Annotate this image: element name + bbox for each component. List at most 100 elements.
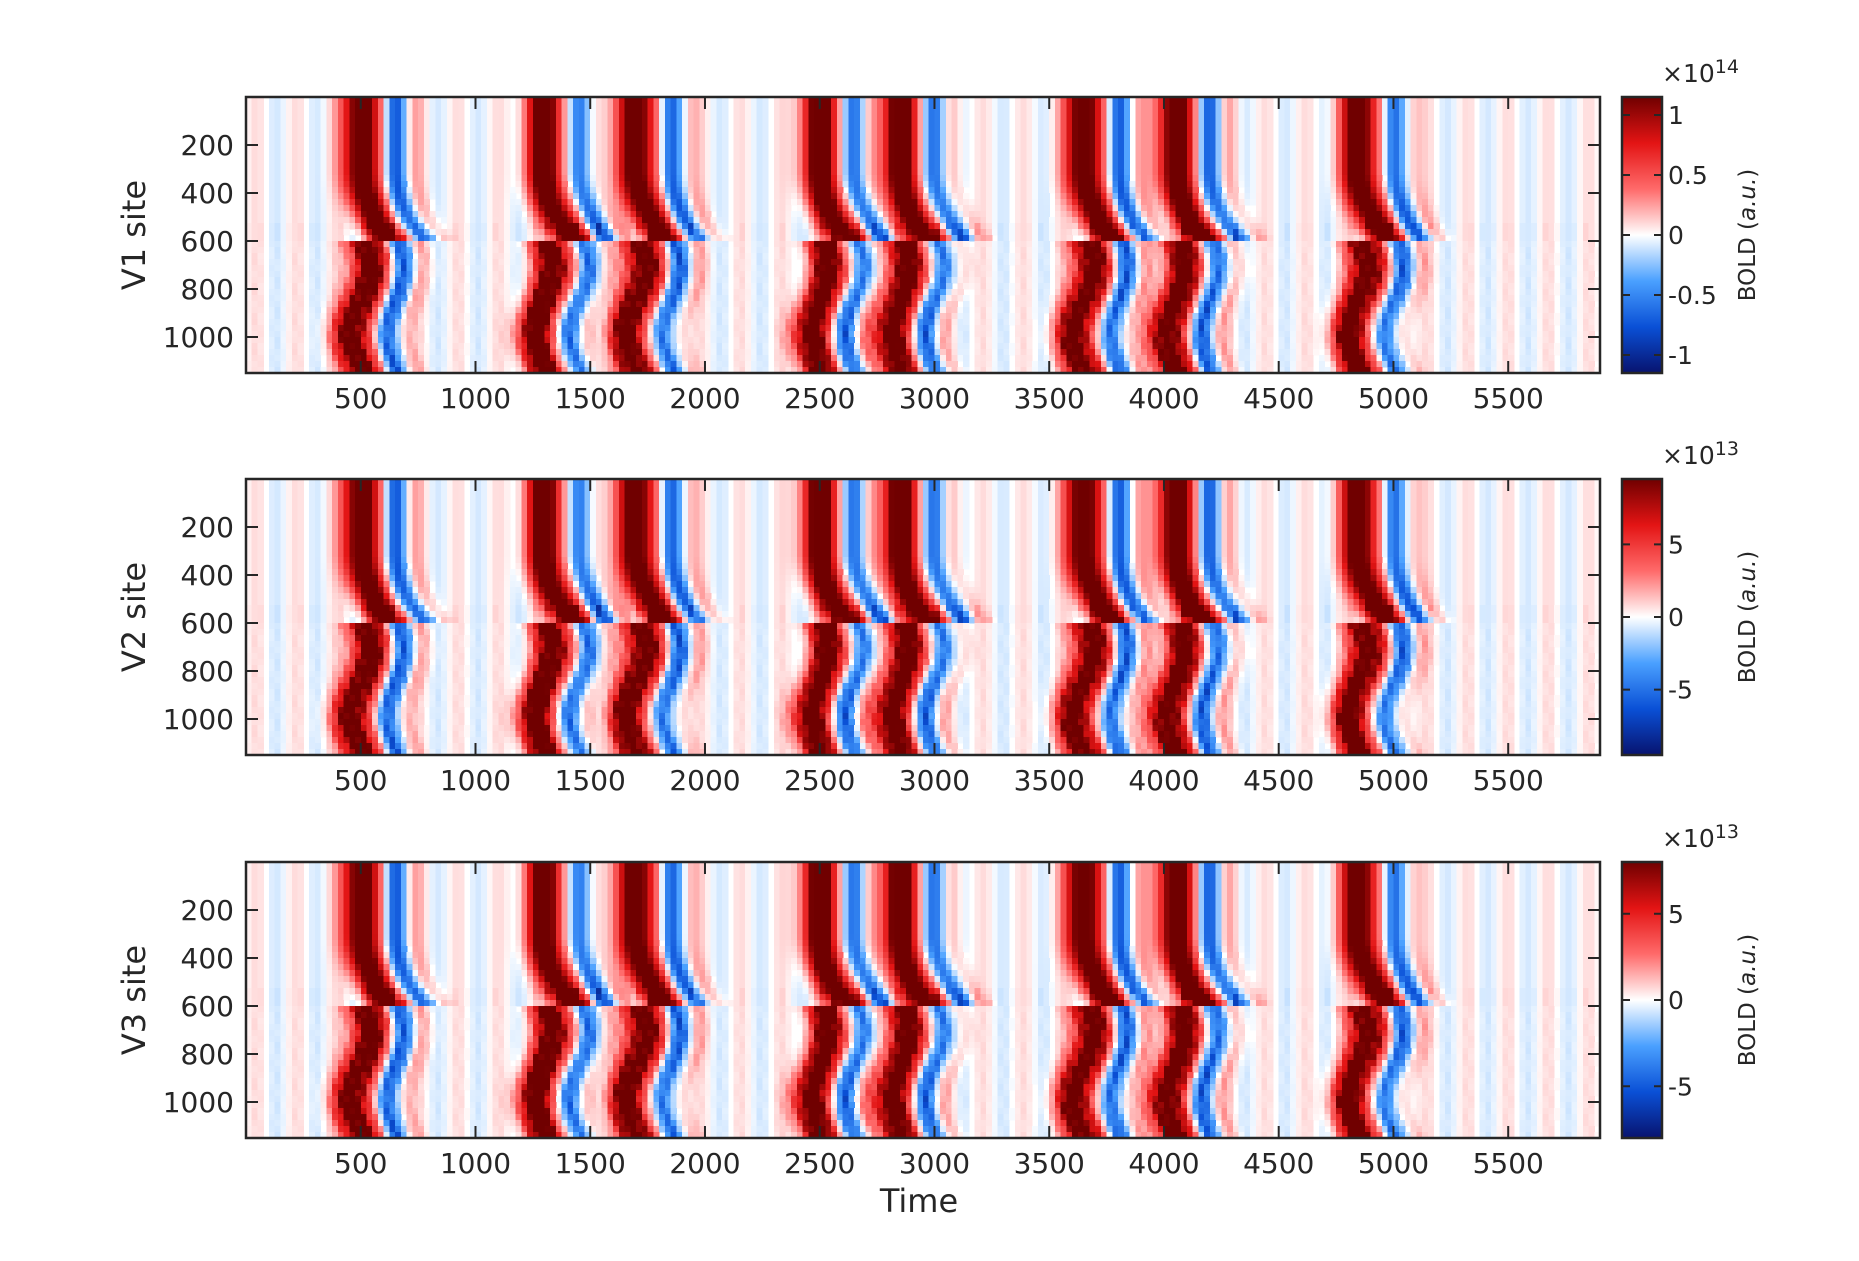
- heatmap-cell: [1158, 115, 1165, 122]
- heatmap-cell: [544, 199, 551, 206]
- heatmap-cell: [1204, 121, 1211, 128]
- heatmap-cell: [1519, 121, 1527, 128]
- heatmap-cell: [584, 229, 591, 236]
- heatmap-cell: [618, 193, 626, 200]
- heatmap-cell: [257, 151, 264, 158]
- heatmap-cell: [1330, 151, 1337, 158]
- heatmap-cell: [928, 223, 936, 230]
- heatmap-cell: [1445, 169, 1452, 176]
- heatmap-cell: [1106, 169, 1113, 176]
- heatmap-cell: [607, 217, 614, 224]
- heatmap-cell: [1353, 115, 1360, 122]
- heatmap-cell: [659, 193, 666, 200]
- heatmap-cell: [1100, 103, 1108, 110]
- heatmap-cell: [1359, 97, 1366, 104]
- heatmap-cell: [882, 229, 890, 236]
- heatmap-cell: [521, 157, 528, 164]
- heatmap-cell: [974, 163, 981, 170]
- heatmap-cell: [641, 169, 649, 176]
- heatmap-cell: [704, 205, 712, 212]
- heatmap-cell: [584, 217, 591, 224]
- heatmap-cell: [1508, 181, 1515, 188]
- heatmap-cell: [1077, 217, 1085, 224]
- heatmap-cell: [923, 133, 930, 140]
- heatmap-cell: [659, 217, 666, 224]
- heatmap-cell: [762, 169, 769, 176]
- heatmap-cell: [458, 127, 465, 134]
- heatmap-cell: [957, 181, 964, 188]
- heatmap-cell: [1531, 121, 1538, 128]
- heatmap-cell: [991, 127, 999, 134]
- heatmap-cell: [756, 115, 763, 122]
- heatmap-cell: [268, 181, 276, 188]
- heatmap-cell: [1135, 97, 1142, 104]
- heatmap-cell: [573, 163, 580, 170]
- heatmap-cell: [618, 205, 626, 212]
- heatmap-cell: [1485, 169, 1492, 176]
- heatmap-cell: [389, 133, 396, 140]
- heatmap-cell: [377, 187, 385, 194]
- heatmap-cell: [607, 115, 614, 122]
- heatmap-cell: [1450, 217, 1458, 224]
- heatmap-cell: [1468, 193, 1475, 200]
- heatmap-cell: [389, 211, 396, 218]
- heatmap-cell: [1244, 199, 1251, 206]
- heatmap-cell: [429, 157, 436, 164]
- heatmap-cell: [1542, 175, 1549, 182]
- heatmap-cell: [274, 115, 282, 122]
- heatmap-cell: [1123, 223, 1131, 230]
- heatmap-cell: [1559, 109, 1567, 116]
- heatmap-cell: [963, 133, 970, 140]
- heatmap-cell: [1594, 187, 1601, 194]
- heatmap-cell: [1445, 127, 1452, 134]
- heatmap-cell: [733, 109, 741, 116]
- heatmap-cell: [1439, 211, 1446, 218]
- heatmap-cell: [343, 199, 350, 206]
- heatmap-cell: [1416, 109, 1423, 116]
- heatmap-cell: [1353, 163, 1360, 170]
- heatmap-cell: [1037, 127, 1045, 134]
- heatmap-cell: [641, 229, 649, 236]
- heatmap-cell: [280, 163, 287, 170]
- heatmap-cell: [951, 193, 959, 200]
- heatmap-cell: [1577, 211, 1584, 218]
- heatmap-cell: [1221, 181, 1228, 188]
- heatmap-cell: [550, 145, 557, 152]
- heatmap-cell: [894, 217, 901, 224]
- heatmap-cell: [481, 187, 488, 194]
- heatmap-cell: [435, 157, 442, 164]
- heatmap-cell: [704, 211, 712, 218]
- heatmap-cell: [750, 199, 758, 206]
- heatmap-cell: [1479, 121, 1486, 128]
- heatmap-cell: [630, 145, 637, 152]
- heatmap-cell: [1261, 151, 1268, 158]
- heatmap-cell: [871, 181, 878, 188]
- heatmap-cell: [1043, 127, 1050, 134]
- heatmap-cell: [819, 145, 827, 152]
- heatmap-cell: [1227, 175, 1234, 182]
- heatmap-cell: [521, 169, 528, 176]
- heatmap-cell: [888, 127, 895, 134]
- heatmap-cell: [905, 205, 913, 212]
- heatmap-cell: [320, 121, 327, 128]
- heatmap-cell: [1169, 175, 1177, 182]
- heatmap-cell: [756, 151, 763, 158]
- heatmap-cell: [527, 187, 534, 194]
- heatmap-cell: [343, 157, 350, 164]
- heatmap-cell: [1181, 145, 1188, 152]
- heatmap-cell: [859, 109, 867, 116]
- heatmap-cell: [613, 133, 620, 140]
- heatmap-cell: [1066, 181, 1073, 188]
- heatmap-cell: [1301, 133, 1308, 140]
- heatmap-cell: [349, 193, 356, 200]
- heatmap-cell: [297, 133, 304, 140]
- heatmap-cell: [1502, 133, 1509, 140]
- heatmap-cell: [831, 223, 838, 230]
- heatmap-cell: [1261, 175, 1268, 182]
- heatmap-cell: [1301, 103, 1308, 110]
- heatmap-cell: [819, 175, 827, 182]
- heatmap-cell: [274, 217, 282, 224]
- heatmap-cell: [716, 157, 723, 164]
- heatmap-cell: [1381, 223, 1389, 230]
- heatmap-cell: [1060, 157, 1068, 164]
